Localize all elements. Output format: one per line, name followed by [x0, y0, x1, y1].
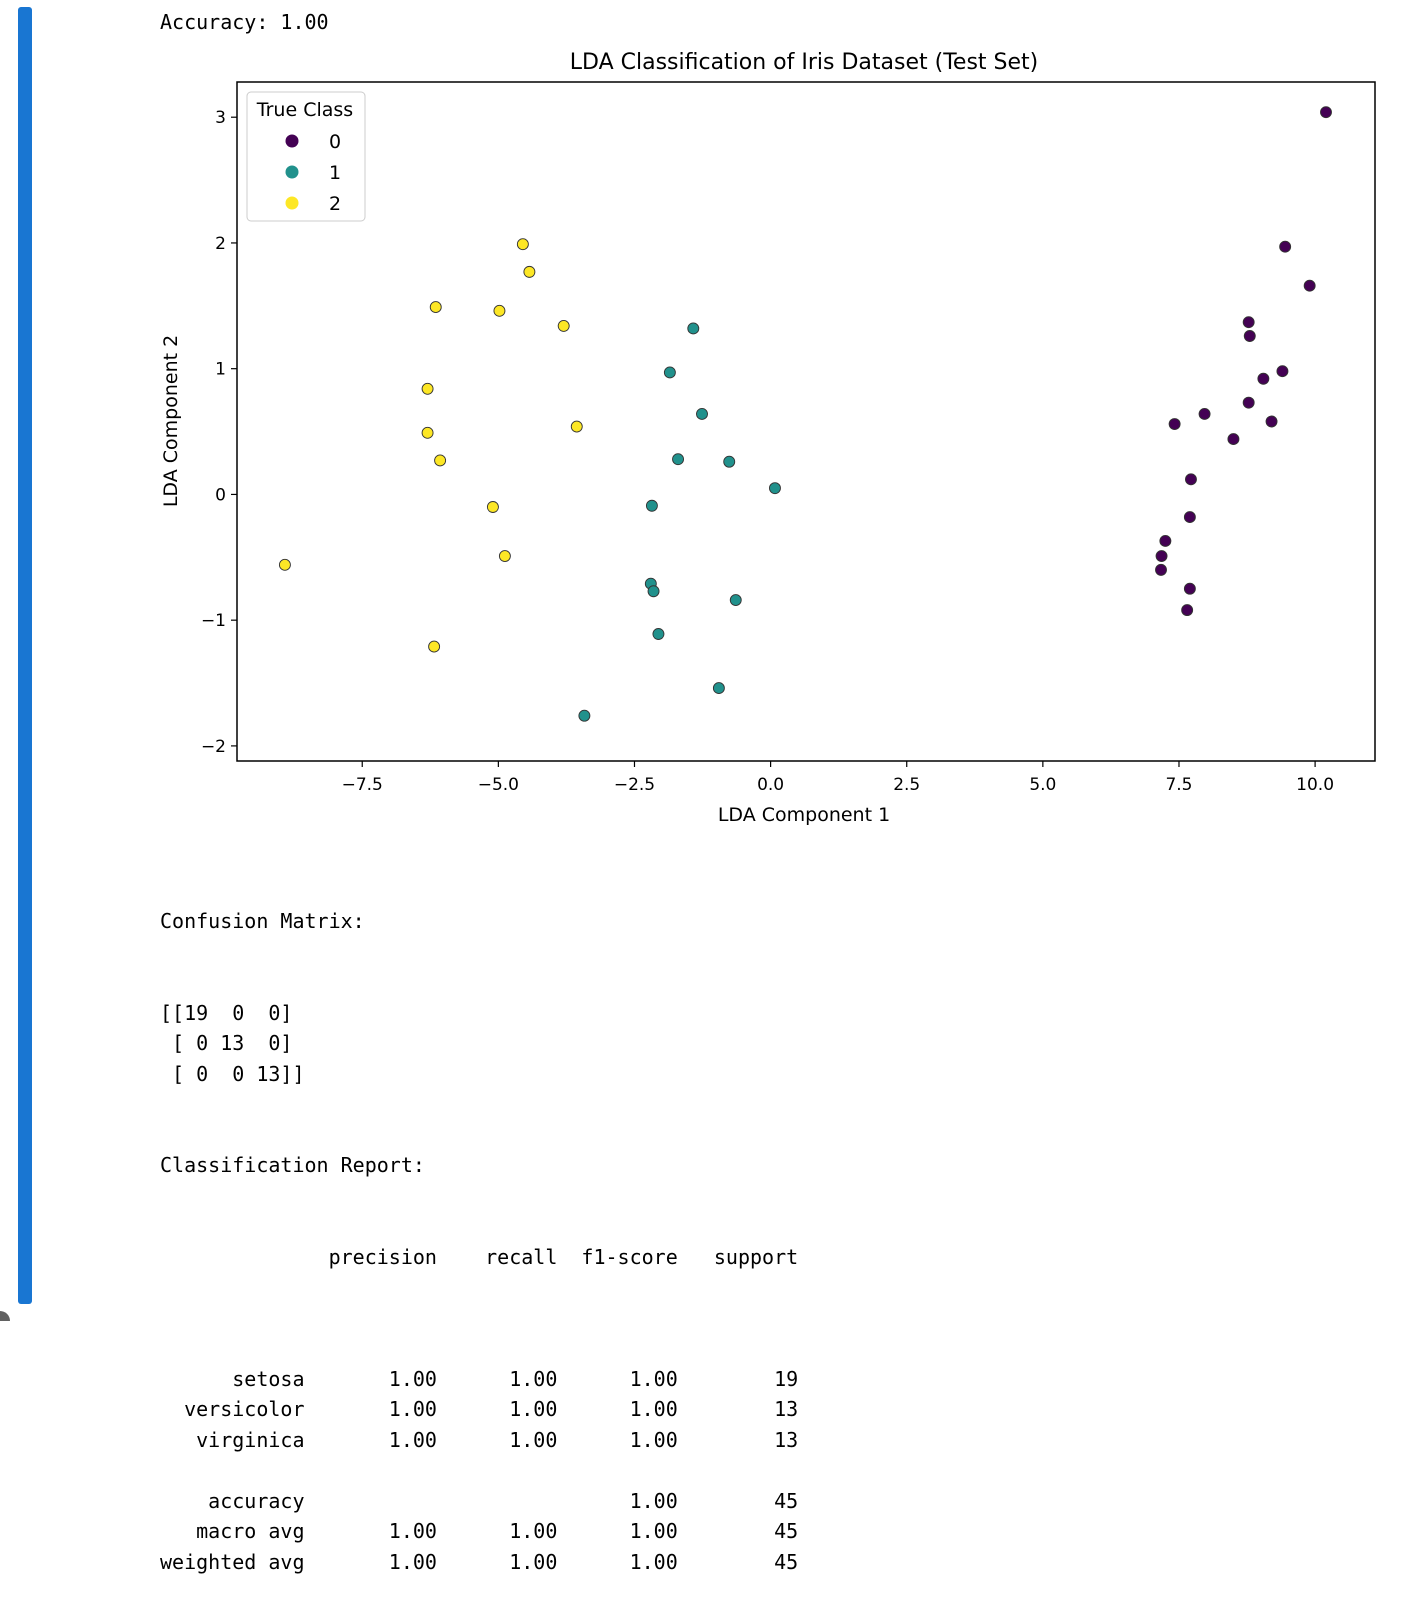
legend-marker-0 [285, 134, 299, 148]
classification-report-row [160, 1333, 798, 1364]
accuracy-output: Accuracy: 1.00 [160, 10, 329, 34]
data-point-class-1 [672, 453, 684, 466]
data-point-class-2 [493, 304, 506, 317]
data-point-class-1 [687, 322, 700, 335]
data-point-class-2 [516, 238, 529, 251]
data-point-class-1 [647, 585, 660, 598]
data-point-class-0 [1227, 433, 1240, 446]
data-point-class-2 [486, 501, 499, 513]
data-point-class-0 [1181, 604, 1194, 617]
data-point-class-0 [1155, 550, 1168, 562]
y-tick-label: 3 [215, 108, 226, 128]
x-tick-label: 5.0 [1029, 775, 1056, 795]
data-point-class-2 [570, 420, 583, 433]
legend-title: True Class [256, 99, 353, 121]
data-point-class-0 [1320, 106, 1332, 119]
legend-label-1: 1 [329, 162, 341, 184]
data-point-class-2 [421, 426, 434, 439]
confusion-matrix: [[19 0 0] [ 0 13 0] [ 0 0 13]] [160, 998, 798, 1090]
y-tick-label: −1 [201, 611, 226, 631]
window-corner [0, 1311, 10, 1321]
confusion-matrix-row: [ 0 13 0] [160, 1031, 293, 1055]
confusion-matrix-row: [ 0 0 13]] [160, 1061, 305, 1086]
data-point-class-0 [1276, 365, 1289, 378]
data-point-class-0 [1242, 316, 1255, 329]
y-tick-label: −2 [201, 737, 226, 757]
legend-items: 0 1 2 [285, 131, 341, 215]
chart-title: LDA Classification of Iris Dataset (Test… [570, 50, 1038, 75]
data-point-class-2 [278, 558, 291, 571]
data-point-class-1 [645, 499, 658, 512]
data-point-class-1 [723, 455, 736, 468]
data-point-class-1 [712, 682, 725, 695]
data-point-class-0 [1242, 396, 1255, 409]
data-point-class-1 [663, 366, 676, 379]
classification-report-row: macro avg 1.00 1.00 1.00 45 [160, 1519, 799, 1543]
data-point-class-0 [1265, 415, 1278, 428]
classification-report-header: precision recall f1-score support [160, 1244, 799, 1269]
x-axis-label: LDA Component 1 [718, 804, 890, 826]
report-output: Confusion Matrix: [[19 0 0] [ 0 13 0] [ … [160, 845, 798, 1608]
x-tick-label: 2.5 [893, 775, 920, 795]
x-tick-label: 0.0 [757, 775, 784, 795]
data-point-class-1 [696, 408, 708, 420]
lda-scatter-chart: LDA Classification of Iris Dataset (Test… [160, 50, 1376, 826]
y-axis-label: LDA Component 2 [160, 335, 182, 507]
data-point-class-0 [1183, 582, 1196, 595]
classification-report-row [160, 1455, 798, 1486]
data-point-class-2 [428, 640, 441, 653]
x-tick-label: 10.0 [1296, 775, 1334, 795]
legend-box [246, 91, 366, 222]
y-tick-label: 1 [215, 360, 226, 380]
data-point-class-0 [1279, 240, 1292, 253]
x-tick-label: −5.0 [478, 775, 519, 795]
x-tick-label: 7.5 [1165, 775, 1192, 795]
data-point-class-0 [1303, 279, 1316, 292]
data-point-class-2 [434, 454, 447, 467]
data-point-class-0 [1155, 563, 1167, 576]
classification-report-row: virginica 1.00 1.00 1.00 13 [160, 1427, 799, 1452]
data-point-class-2 [498, 550, 511, 562]
data-point-class-1 [729, 594, 742, 607]
data-point-class-1 [769, 482, 781, 495]
y-tick-label: 0 [215, 485, 226, 505]
classification-report-row: versicolor 1.00 1.00 1.00 13 [160, 1397, 799, 1421]
classification-report-title: Classification Report: [160, 1153, 425, 1177]
classification-report-row: accuracy 1.00 45 [160, 1488, 799, 1513]
axes [236, 81, 1376, 762]
legend-label-2: 2 [329, 193, 341, 215]
output-cell-accent-bar [18, 7, 32, 1304]
plot-area-frame [236, 81, 1376, 762]
x-axis-ticks: −7.5 −5.0 −2.5 0.0 2.5 5.0 7.5 10.0 [342, 761, 1334, 795]
y-tick-label: 2 [215, 234, 226, 254]
data-point-class-0 [1183, 511, 1196, 524]
classification-report-row: weighted avg 1.00 1.00 1.00 45 [160, 1549, 799, 1574]
confusion-matrix-row: [[19 0 0] [160, 1000, 293, 1025]
legend-marker-1 [285, 165, 299, 179]
classification-report-row: setosa 1.00 1.00 1.00 19 [160, 1366, 799, 1391]
data-point-class-0 [1243, 330, 1256, 342]
data-point-class-0 [1257, 372, 1270, 385]
legend-label-0: 0 [329, 131, 341, 153]
data-point-class-0 [1168, 418, 1181, 430]
data-point-class-2 [523, 265, 536, 278]
legend: True Class 0 1 2 [246, 91, 366, 222]
data-point-class-0 [1198, 408, 1211, 420]
confusion-matrix-title: Confusion Matrix: [160, 909, 365, 933]
x-tick-label: −7.5 [342, 775, 383, 795]
data-point-class-0 [1185, 473, 1197, 486]
data-point-class-2 [429, 301, 442, 314]
x-tick-label: −2.5 [614, 775, 655, 795]
y-axis-ticks: −2 −1 0 1 2 3 [201, 108, 237, 757]
data-point-class-2 [421, 382, 434, 395]
legend-marker-2 [285, 196, 299, 210]
data-point-class-1 [578, 709, 591, 722]
scatter-points [278, 106, 1332, 722]
data-point-class-2 [557, 319, 570, 332]
data-point-class-0 [1159, 535, 1172, 547]
data-point-class-1 [652, 628, 665, 640]
classification-report-table: setosa 1.00 1.00 1.00 19 versicolor 1.00… [160, 1333, 798, 1577]
